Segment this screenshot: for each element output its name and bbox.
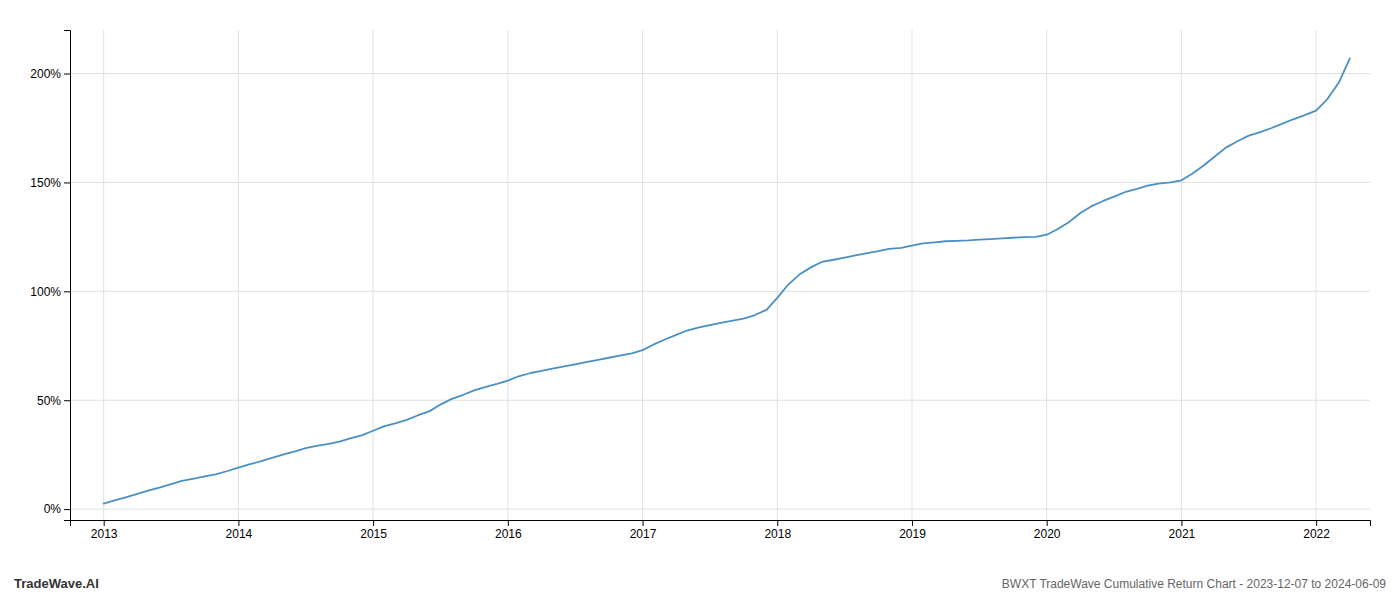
x-tick: 2022 (1303, 520, 1330, 541)
x-tick-mark (643, 520, 644, 526)
x-grid-line (777, 30, 778, 520)
y-tick-label: 50% (37, 394, 61, 408)
x-tick-mark (1181, 520, 1182, 526)
x-tick-label: 2018 (764, 527, 791, 541)
y-tick-mark (64, 291, 70, 292)
x-tick-label: 2017 (630, 527, 657, 541)
x-tick: 2020 (1034, 520, 1061, 541)
x-tick-label: 2022 (1303, 527, 1330, 541)
y-tick: 50% (37, 394, 70, 408)
y-tick: 150% (30, 176, 70, 190)
y-tick-label: 150% (30, 176, 61, 190)
line (104, 58, 1350, 503)
x-grid-line (238, 30, 239, 520)
x-tick-mark (508, 520, 509, 526)
x-grid-line (103, 30, 104, 520)
x-grid-line (1181, 30, 1182, 520)
x-tick-label: 2016 (495, 527, 522, 541)
x-tick-label: 2019 (899, 527, 926, 541)
y-tick-label: 200% (30, 67, 61, 81)
x-grid-line (507, 30, 508, 520)
x-tick: 2016 (495, 520, 522, 541)
x-grid-line (1046, 30, 1047, 520)
x-grid-line (1316, 30, 1317, 520)
x-tick: 2013 (91, 520, 118, 541)
y-tick-mark (64, 400, 70, 401)
x-tick-mark (238, 520, 239, 526)
y-grid-line (70, 291, 1370, 292)
y-tick-mark (64, 74, 70, 75)
y-tick-mark (64, 182, 70, 183)
chart: 2013 2014 2015 2016 2017 2018 2019 2020 2021 2022… (0, 0, 1400, 600)
grid (70, 30, 1370, 520)
x-tick: 2019 (899, 520, 926, 541)
title: BWXT TradeWave Cumulative Return Chart -… (1002, 577, 1387, 591)
x-tick: 2021 (1169, 520, 1196, 541)
x-tick: 2018 (764, 520, 791, 541)
y-tick-mark (64, 509, 70, 510)
x-tick-label: 2021 (1169, 527, 1196, 541)
y-grid-line (70, 400, 1370, 401)
y-axis-line (64, 31, 71, 521)
y-tick: 100% (30, 285, 70, 299)
x-grid-line (373, 30, 374, 520)
x-tick-mark (1047, 520, 1048, 526)
annotation: TradeWave.AI (14, 576, 99, 591)
x-tick: 2017 (630, 520, 657, 541)
x-tick-mark (104, 520, 105, 526)
x-grid-line (911, 30, 912, 520)
texts: TradeWave.AI BWXT TradeWave Cumulative Re… (14, 576, 1386, 591)
x-axis: 2013 2014 2015 2016 2017 2018 2019 2020 2021 2022 (71, 520, 1371, 541)
y-grid-line (70, 509, 1370, 510)
x-axis-line (71, 521, 1371, 527)
y-tick-label: 0% (44, 502, 62, 516)
x-tick-mark (912, 520, 913, 526)
x-tick-mark (373, 520, 374, 526)
y-tick: 0% (44, 502, 70, 516)
y-tick-label: 100% (30, 285, 61, 299)
x-tick-mark (1316, 520, 1317, 526)
x-tick: 2015 (360, 520, 387, 541)
x-grid-line (642, 30, 643, 520)
y-axis: 0% 50% 100% 150% 200% (30, 31, 70, 521)
plot-area (104, 58, 1350, 503)
y-tick: 200% (30, 67, 70, 81)
x-tick: 2014 (226, 520, 253, 541)
x-tick-mark (777, 520, 778, 526)
y-grid-line (70, 73, 1370, 74)
x-tick-label: 2020 (1034, 527, 1061, 541)
x-tick-label: 2014 (226, 527, 253, 541)
x-tick-label: 2013 (91, 527, 118, 541)
x-tick-label: 2015 (360, 527, 387, 541)
